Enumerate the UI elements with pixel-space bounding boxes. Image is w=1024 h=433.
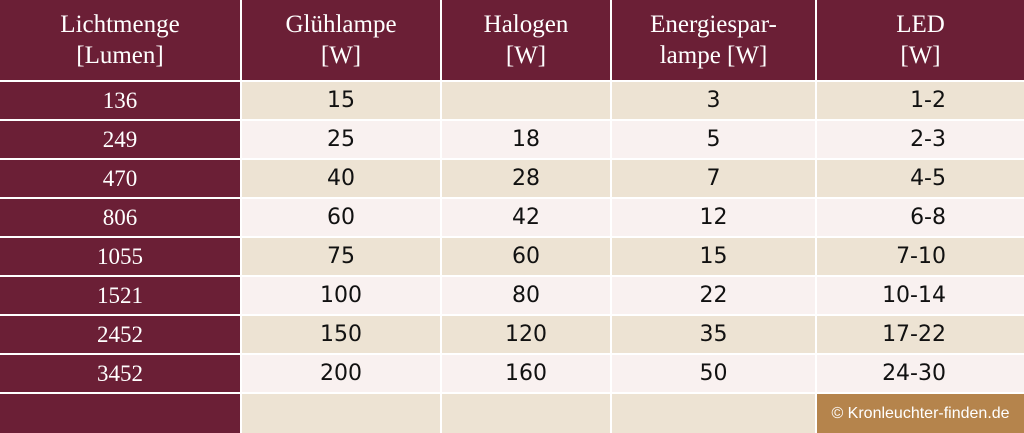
value-cell: 15 (612, 238, 815, 275)
value-cell: 80 (442, 277, 610, 314)
empty-cell (242, 394, 440, 433)
value-cell: 25 (242, 121, 440, 158)
lumen-cell: 1521 (0, 277, 240, 314)
lumen-cell: 1055 (0, 238, 240, 275)
value-cell: 10-14 (817, 277, 1024, 314)
header-text: [Lumen] (76, 42, 164, 69)
header-text: Halogen (483, 11, 569, 38)
value-cell: 28 (442, 160, 610, 197)
value-cell: 24-30 (817, 355, 1024, 392)
header-text: lampe [W] (659, 42, 768, 69)
value-cell: 18 (442, 121, 610, 158)
value-cell: 60 (242, 199, 440, 236)
value-cell: 160 (442, 355, 610, 392)
lumen-cell: 806 (0, 199, 240, 236)
value-cell: 17-22 (817, 316, 1024, 353)
lumen-cell: 136 (0, 82, 240, 119)
header-text: LED (896, 11, 945, 38)
value-cell: 200 (242, 355, 440, 392)
value-cell: 7-10 (817, 238, 1024, 275)
value-cell: 60 (442, 238, 610, 275)
value-cell: 7 (612, 160, 815, 197)
value-cell: 4-5 (817, 160, 1024, 197)
header-cell: Halogen [W] (442, 0, 610, 80)
value-cell (442, 82, 610, 119)
value-cell: 12 (612, 199, 815, 236)
lumen-cell: 470 (0, 160, 240, 197)
value-cell: 40 (242, 160, 440, 197)
lumen-cell: 249 (0, 121, 240, 158)
value-cell: 3 (612, 82, 815, 119)
value-cell: 22 (612, 277, 815, 314)
empty-cell (612, 394, 815, 433)
header-text: Lichtmenge (60, 11, 180, 38)
header-text: [W] (900, 42, 941, 69)
value-cell: 2-3 (817, 121, 1024, 158)
header-text: Energiespar- (650, 11, 777, 38)
empty-cell (442, 394, 610, 433)
value-cell: 1-2 (817, 82, 1024, 119)
lumen-cell: 3452 (0, 355, 240, 392)
value-cell: 5 (612, 121, 815, 158)
value-cell: 42 (442, 199, 610, 236)
value-cell: 50 (612, 355, 815, 392)
value-cell: 15 (242, 82, 440, 119)
value-cell: 75 (242, 238, 440, 275)
lumen-cell: 2452 (0, 316, 240, 353)
copyright: © Kronleuchter-finden.de (817, 394, 1024, 433)
value-cell: 35 (612, 316, 815, 353)
value-cell: 120 (442, 316, 610, 353)
value-cell: 150 (242, 316, 440, 353)
header-cell: Glühlampe [W] (242, 0, 440, 80)
value-cell: 6-8 (817, 199, 1024, 236)
empty-cell (0, 394, 240, 433)
header-cell: Lichtmenge [Lumen] (0, 0, 240, 80)
header-text: Glühlampe (285, 11, 397, 38)
header-text: [W] (505, 42, 547, 69)
header-cell: Energiespar-lampe [W] (612, 0, 815, 80)
value-cell: 100 (242, 277, 440, 314)
header-text: [W] (320, 42, 362, 69)
header-cell: LED [W] (817, 0, 1024, 80)
